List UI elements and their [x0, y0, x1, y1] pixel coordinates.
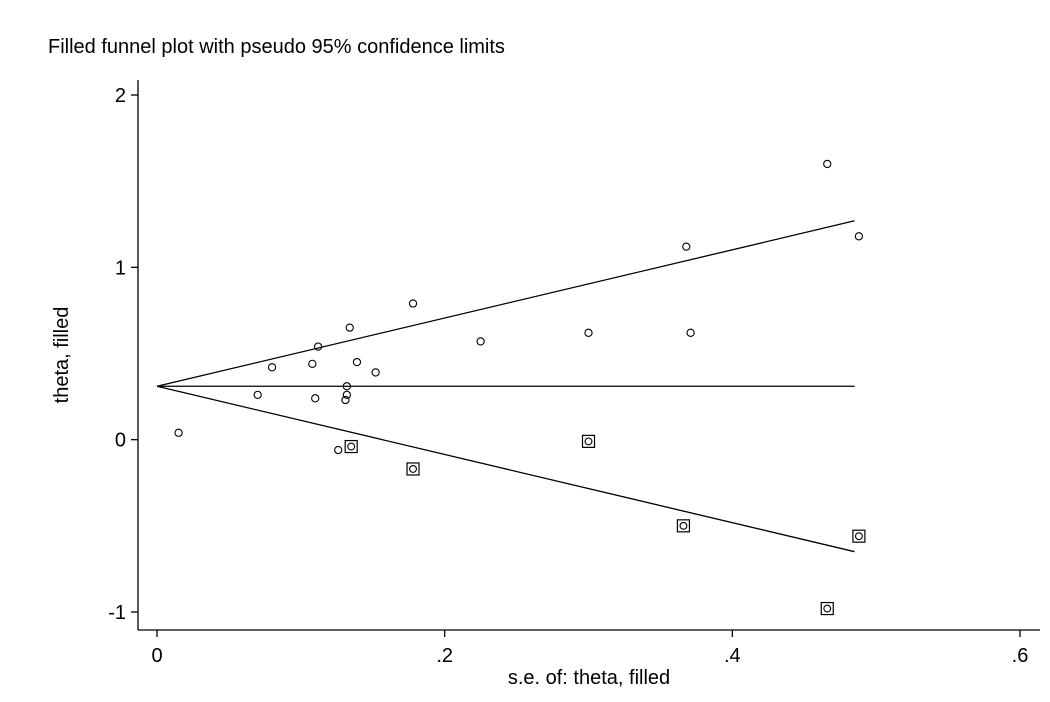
filled-marker-box	[676, 519, 691, 533]
study-point	[174, 428, 183, 437]
filled-marker-circle	[823, 604, 832, 613]
y-axis-title: theta, filled	[51, 307, 73, 404]
study-point	[308, 359, 317, 368]
filled-study-point	[676, 519, 691, 533]
axes: -1 0 1 2 0 .2 .4 .6	[108, 80, 1040, 667]
study-point	[584, 328, 593, 337]
study-point	[311, 394, 320, 403]
filled-study-point	[852, 529, 866, 543]
study-point	[823, 159, 832, 169]
y-tick-label: -1	[108, 602, 126, 624]
study-point	[682, 242, 691, 251]
y-tick-label: 1	[115, 257, 126, 279]
filled-marker-box	[852, 529, 866, 543]
x-tick-label: .2	[436, 645, 453, 667]
study-point	[408, 299, 418, 308]
filled-marker-box	[344, 439, 358, 454]
upper-confidence-limit	[156, 220, 855, 387]
filled-study-point	[406, 462, 420, 476]
lower-confidence-limit	[156, 385, 855, 553]
study-point	[352, 357, 362, 367]
y-tick-label: 0	[115, 430, 126, 452]
filled-marker-box	[820, 601, 834, 616]
study-point	[334, 445, 343, 455]
x-tick-label: 0	[151, 645, 162, 667]
filled-study-point	[820, 601, 834, 616]
filled-marker-box	[581, 434, 596, 448]
y-tick-label: 2	[115, 85, 126, 107]
study-point	[267, 363, 277, 372]
study-point	[371, 368, 380, 377]
filled-marker-circle	[347, 442, 356, 451]
study-point	[342, 382, 352, 391]
filled-study-point	[344, 439, 358, 454]
x-axis-title: s.e. of: theta, filled	[508, 667, 670, 689]
filled-marker-circle	[584, 437, 593, 446]
study-point	[341, 395, 350, 405]
study-point	[476, 337, 485, 346]
x-tick-label: .4	[724, 645, 741, 667]
study-point	[854, 232, 864, 241]
filled-marker-circle	[409, 465, 417, 473]
funnel-lines	[156, 220, 855, 553]
chart-title: Filled funnel plot with pseudo 95% confi…	[48, 36, 505, 58]
filled-study-point	[581, 434, 596, 448]
study-point	[345, 323, 354, 332]
filled-marker-box	[406, 462, 420, 476]
x-tick-label: .6	[1012, 645, 1029, 667]
data-points	[174, 159, 866, 616]
study-point	[253, 390, 262, 400]
filled-marker-circle	[854, 532, 863, 541]
filled-marker-circle	[679, 521, 688, 530]
study-point	[313, 342, 323, 351]
study-point	[686, 328, 695, 337]
study-point	[342, 390, 352, 400]
